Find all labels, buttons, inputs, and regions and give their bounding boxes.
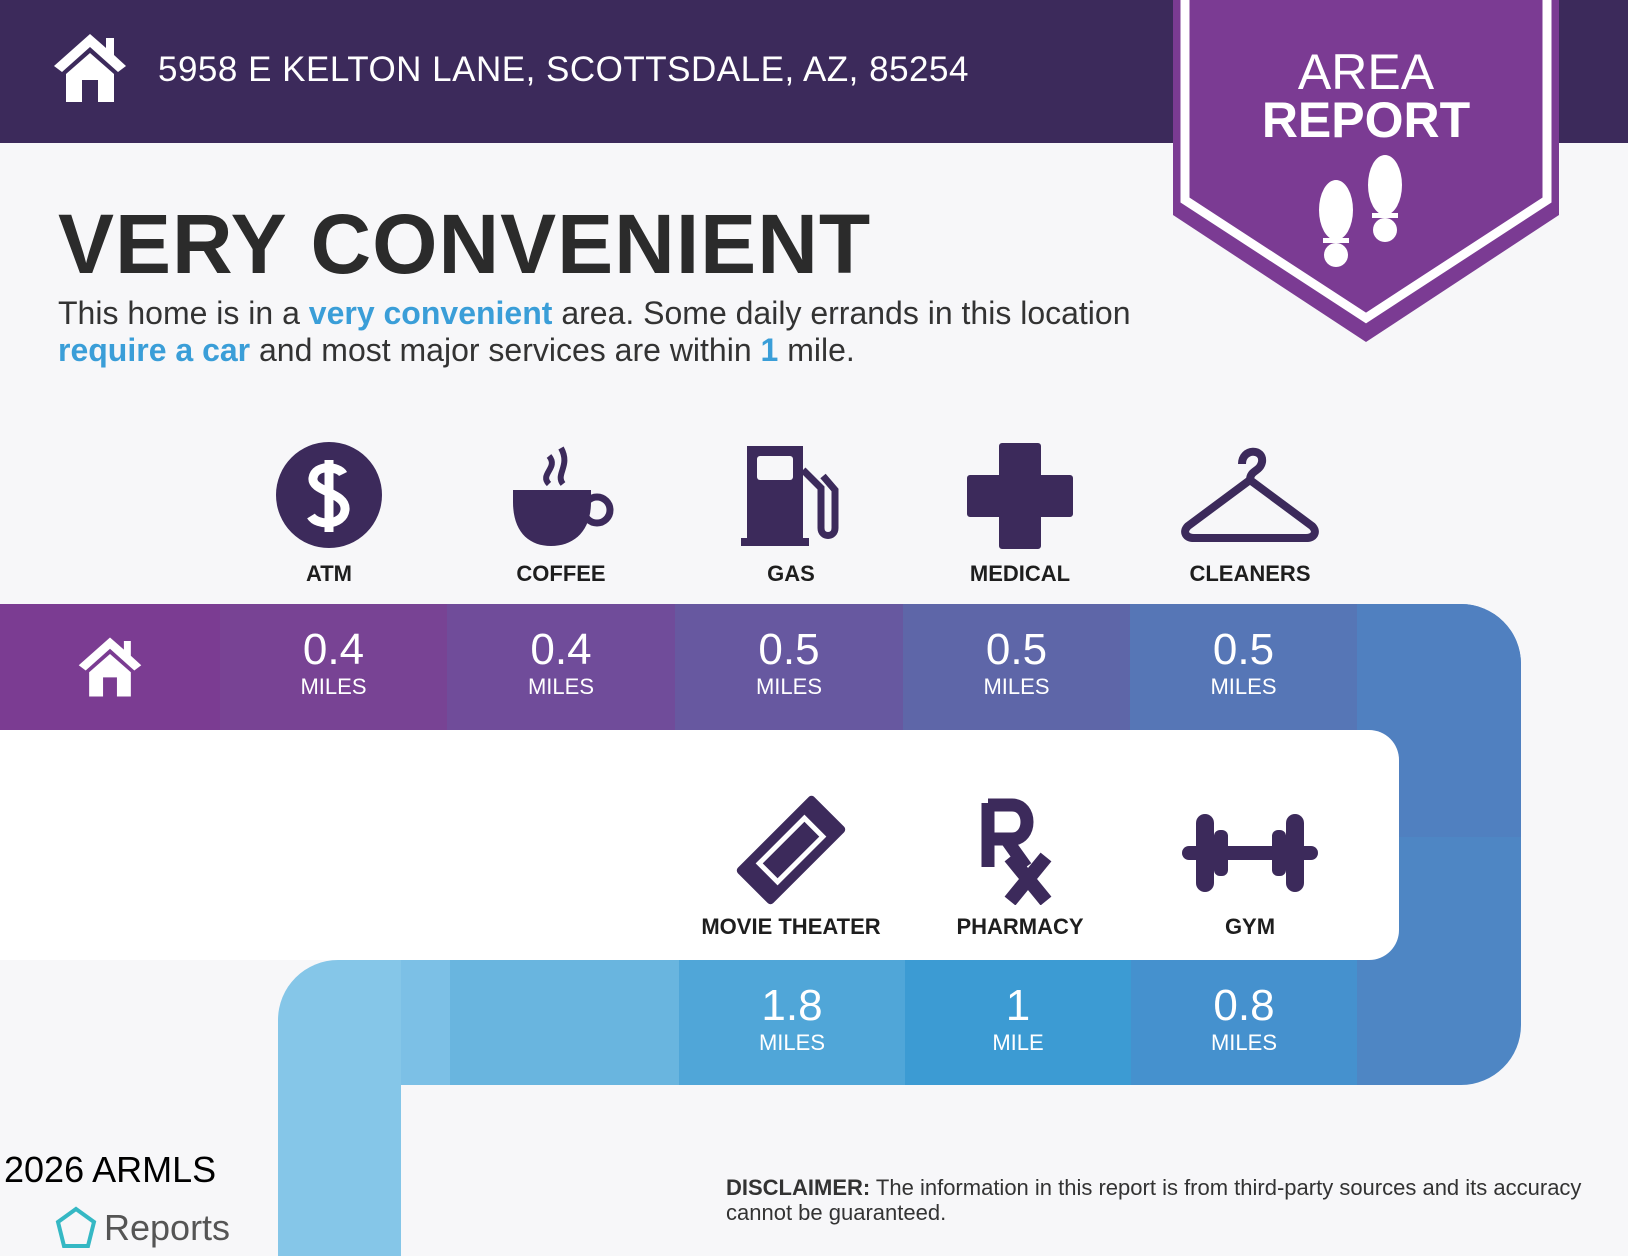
rx-icon bbox=[981, 798, 1052, 905]
coffee-cup-icon bbox=[513, 446, 614, 546]
page-title: VERY CONVENIENT bbox=[58, 197, 872, 291]
distance-unit: MILES bbox=[300, 674, 367, 699]
distance-unit: MILES bbox=[527, 674, 595, 699]
distance-unit: MILES bbox=[1210, 1030, 1278, 1055]
description: This home is in a very convenient area. … bbox=[58, 295, 1178, 369]
desc-text: mile. bbox=[778, 332, 855, 368]
desc-text: This home is in a bbox=[58, 295, 309, 331]
distance-value: 0.5 bbox=[758, 625, 820, 674]
distance-value: 0.5 bbox=[985, 625, 1048, 674]
distance-value: 0.5 bbox=[1212, 625, 1275, 674]
label-cleaners: CLEANERS bbox=[1189, 561, 1311, 586]
distance-value: 0.4 bbox=[302, 625, 365, 674]
home-icon bbox=[78, 637, 142, 697]
distance-cell-medical: 0.5 MILES bbox=[903, 604, 1130, 730]
distance-value: 1.8 bbox=[761, 981, 823, 1030]
copyright-text: 2026 ARMLS bbox=[4, 1149, 217, 1190]
medical-cross-icon bbox=[967, 443, 1073, 549]
desc-highlight: 1 bbox=[760, 332, 779, 368]
route-strip-left bbox=[278, 960, 401, 1256]
label-coffee: COFFEE bbox=[516, 561, 606, 586]
reports-logo-icon bbox=[55, 1206, 97, 1248]
desc-text: and most major services are within bbox=[250, 332, 761, 368]
label-atm: ATM bbox=[305, 561, 353, 586]
home-cell bbox=[0, 604, 220, 730]
gas-pump-icon bbox=[741, 446, 839, 546]
distance-unit: MILES bbox=[755, 674, 823, 699]
disclaimer: DISCLAIMER: The information in this repo… bbox=[726, 1175, 1606, 1225]
dollar-icon bbox=[276, 442, 382, 548]
area-report-badge bbox=[1173, 0, 1559, 342]
label-gym: GYM bbox=[1224, 914, 1276, 939]
distance-value: 0.4 bbox=[530, 625, 592, 674]
hanger-icon bbox=[1181, 447, 1319, 542]
desc-highlight: require a car bbox=[58, 332, 251, 368]
badge-line-1: AREA bbox=[1297, 44, 1435, 100]
property-address: 5958 E KELTON LANE, SCOTTSDALE, AZ, 8525… bbox=[158, 50, 969, 89]
distance-cell-gas: 0.5 MILES bbox=[675, 604, 903, 730]
logo-text: Reports bbox=[104, 1207, 231, 1248]
ticket-icon bbox=[736, 795, 846, 905]
distance-value: 0.8 bbox=[1213, 981, 1275, 1030]
distance-unit: MILES bbox=[1210, 674, 1277, 699]
distance-cell-movie-theater: 1.8 MILES bbox=[679, 960, 905, 1085]
distance-cell-atm: 0.4 MILES bbox=[220, 604, 447, 730]
route-cell-empty bbox=[450, 960, 679, 1085]
disclaimer-text: The information in this report is from t… bbox=[726, 1175, 1582, 1225]
distance-value: 1 bbox=[1005, 981, 1031, 1030]
label-pharmacy: PHARMACY bbox=[956, 914, 1084, 939]
distance-unit: MILES bbox=[983, 674, 1050, 699]
distance-cell-pharmacy: 1 MILE bbox=[905, 960, 1131, 1085]
label-medical: MEDICAL bbox=[969, 561, 1071, 586]
distance-cell-gym: 0.8 MILES bbox=[1131, 960, 1357, 1085]
disclaimer-label: DISCLAIMER: bbox=[726, 1175, 871, 1200]
home-icon bbox=[54, 34, 126, 102]
label-movie-theater: MOVIE THEATER bbox=[701, 914, 881, 939]
distance-unit: MILES bbox=[758, 1030, 826, 1055]
route-lower-area bbox=[401, 1085, 1628, 1256]
footprints-icon bbox=[1319, 155, 1402, 267]
label-gas: GAS bbox=[767, 561, 815, 586]
dumbbell-icon bbox=[1182, 814, 1318, 892]
distance-unit: MILE bbox=[992, 1030, 1044, 1055]
desc-highlight: very convenient bbox=[308, 295, 553, 331]
badge-line-2: REPORT bbox=[1261, 92, 1471, 148]
route-inner-area bbox=[0, 730, 1399, 960]
distance-cell-cleaners: 0.5 MILES bbox=[1130, 604, 1357, 730]
route-cell bbox=[401, 960, 450, 1085]
desc-text: area. Some daily errands in this locatio… bbox=[552, 295, 1131, 331]
distance-cell-coffee: 0.4 MILES bbox=[447, 604, 675, 730]
